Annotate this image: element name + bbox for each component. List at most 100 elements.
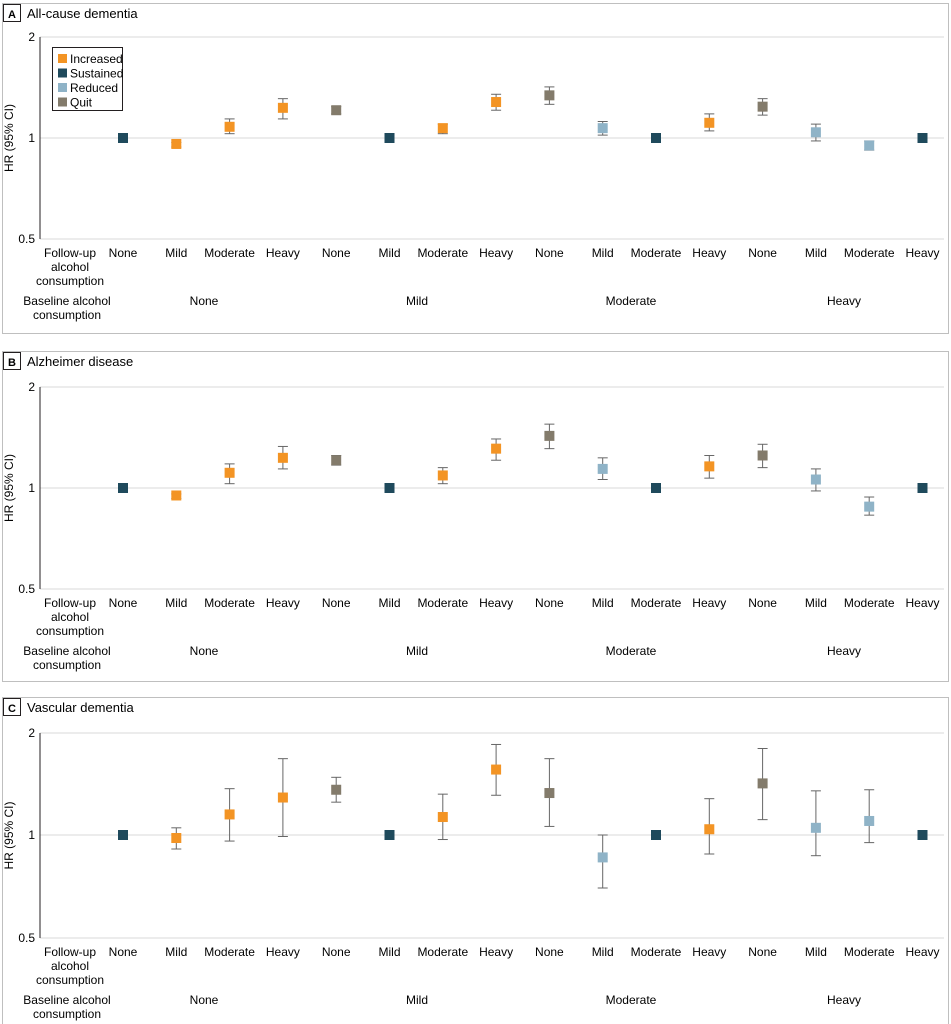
panel-b: B Alzheimer disease 2 1 0.5 HR (95% CI) Follow…: [2, 351, 949, 682]
baseline-row-label: consumption: [33, 308, 101, 322]
y-tick-label: 1: [28, 481, 35, 495]
point-marker-increased: [171, 490, 182, 501]
baseline-group-label: Moderate: [606, 993, 657, 1007]
panel-title: All-cause dementia: [27, 6, 138, 21]
panel-label: B: [8, 357, 16, 369]
followup-tick-label: Mild: [592, 246, 614, 260]
baseline-group-label: Heavy: [827, 644, 861, 658]
point-marker-quit: [544, 90, 555, 101]
followup-tick-label: Heavy: [692, 246, 726, 260]
panel-title: Alzheimer disease: [27, 354, 133, 369]
baseline-group-label: Mild: [406, 993, 428, 1007]
point-marker-increased: [277, 792, 288, 803]
panel-frame: [2, 351, 949, 682]
point-marker-sustained: [651, 830, 661, 840]
point-marker-reduced: [810, 822, 821, 833]
y-tick-label: 0.5: [18, 931, 35, 945]
panel-label: C: [8, 703, 16, 715]
followup-tick-label: None: [748, 596, 777, 610]
followup-tick-label: Mild: [165, 945, 187, 959]
point-marker-quit: [544, 430, 555, 441]
followup-tick-label: None: [109, 246, 138, 260]
point-marker-sustained: [384, 133, 395, 143]
point-marker-reduced: [864, 501, 875, 512]
followup-tick-label: Mild: [592, 596, 614, 610]
baseline-row-label: Baseline alcohol: [23, 644, 110, 658]
legend-label: Increased: [70, 52, 123, 66]
baseline-row-label: Baseline alcohol: [23, 294, 110, 308]
legend-label: Sustained: [70, 67, 123, 81]
point-marker-reduced: [810, 474, 821, 485]
followup-tick-label: Heavy: [905, 596, 939, 610]
point-marker-increased: [704, 461, 715, 472]
followup-tick-label: Heavy: [692, 596, 726, 610]
point-marker-sustained: [384, 483, 395, 493]
followup-tick-label: Heavy: [692, 945, 726, 959]
point-marker-sustained: [651, 133, 661, 143]
followup-tick-label: None: [535, 596, 564, 610]
panel-label-box: [3, 698, 21, 716]
followup-tick-label: None: [322, 945, 351, 959]
followup-row-label: consumption: [36, 973, 104, 987]
followup-tick-label: Heavy: [266, 246, 300, 260]
y-axis-label: HR (95% CI): [2, 454, 16, 522]
y-tick-label: 1: [28, 828, 35, 842]
legend-swatch-increased: [58, 54, 67, 63]
point-marker-increased: [704, 117, 715, 128]
baseline-row-label: consumption: [33, 1007, 101, 1021]
followup-tick-label: None: [322, 596, 351, 610]
point-marker-increased: [277, 452, 288, 463]
point-marker-increased: [224, 809, 235, 820]
followup-row-label: alcohol: [51, 260, 89, 274]
panel-label-box: [3, 4, 21, 22]
point-marker-increased: [171, 138, 182, 149]
baseline-group-label: Mild: [406, 644, 428, 658]
y-tick-label: 1: [28, 131, 35, 145]
point-marker-increased: [491, 443, 502, 454]
y-tick-label: 0.5: [18, 232, 35, 246]
baseline-row-label: consumption: [33, 658, 101, 672]
point-marker-sustained: [384, 830, 395, 840]
point-marker-quit: [757, 450, 768, 461]
baseline-group-label: Moderate: [606, 644, 657, 658]
followup-tick-label: Heavy: [266, 596, 300, 610]
followup-tick-label: Heavy: [479, 945, 513, 959]
followup-tick-label: Mild: [378, 246, 400, 260]
point-marker-reduced: [597, 852, 608, 863]
legend-swatch-sustained: [58, 68, 67, 78]
followup-tick-label: Mild: [165, 246, 187, 260]
panel-c: C Vascular dementia 2 1 0.5 HR (95% CI) Follow…: [2, 697, 949, 1024]
panel-frame: [2, 697, 949, 1024]
point-marker-quit: [544, 788, 555, 799]
baseline-group-label: Moderate: [606, 294, 657, 308]
followup-tick-label: Moderate: [204, 945, 255, 959]
y-axis-label: HR (95% CI): [2, 104, 16, 172]
legend-swatch-quit: [58, 97, 67, 107]
followup-row-label: Follow-up: [44, 596, 96, 610]
legend-label: Reduced: [70, 81, 118, 95]
point-marker-increased: [171, 833, 182, 844]
followup-tick-label: Moderate: [631, 246, 682, 260]
point-marker-quit: [331, 105, 342, 116]
point-marker-increased: [437, 470, 448, 481]
point-marker-increased: [491, 97, 502, 108]
followup-tick-label: None: [748, 246, 777, 260]
panel-title: Vascular dementia: [27, 700, 134, 715]
followup-tick-label: Moderate: [204, 596, 255, 610]
followup-tick-label: Mild: [378, 596, 400, 610]
followup-tick-label: None: [109, 945, 138, 959]
point-marker-reduced: [864, 140, 875, 151]
point-marker-sustained: [118, 483, 128, 493]
followup-tick-label: Moderate: [417, 945, 468, 959]
followup-row-label: alcohol: [51, 959, 89, 973]
point-marker-quit: [757, 778, 768, 789]
followup-tick-label: Heavy: [479, 596, 513, 610]
followup-tick-label: Mild: [805, 945, 827, 959]
baseline-group-label: Heavy: [827, 993, 861, 1007]
point-marker-sustained: [917, 483, 928, 493]
baseline-group-label: None: [190, 644, 219, 658]
followup-tick-label: Heavy: [905, 246, 939, 260]
point-marker-reduced: [810, 127, 821, 138]
followup-tick-label: Moderate: [417, 246, 468, 260]
